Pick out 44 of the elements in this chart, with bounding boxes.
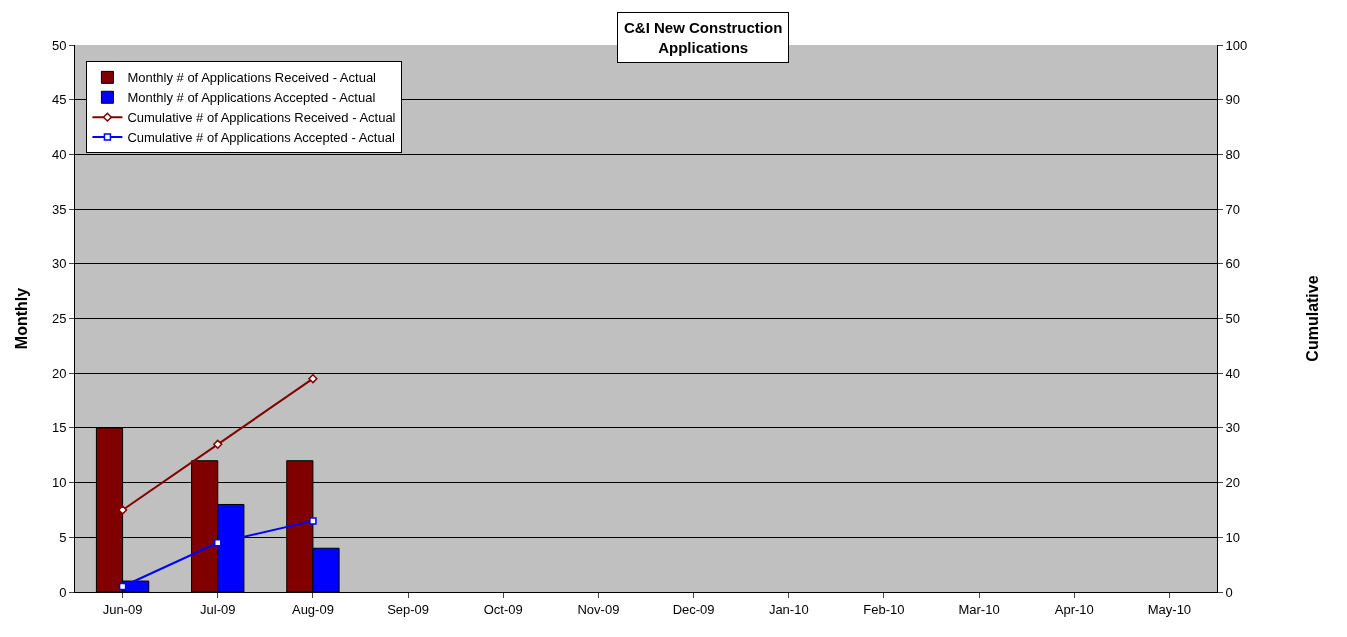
y2-tick-label: 0 [1225,584,1233,600]
point [309,517,317,525]
y-tick-label: 50 [51,37,67,53]
x-tick-label: Jan-10 [768,601,809,617]
y-tick-label: 5 [59,529,67,545]
x-tick-label: Feb-10 [863,601,905,617]
legend-label: Cumulative # of Applications Received - Actual [127,110,396,126]
point [213,439,223,449]
y-tick-label: 25 [51,311,67,327]
x-tick-label: Sep-09 [387,601,430,617]
x-tick-label: Jul-09 [200,601,236,617]
y2-tick-label: 30 [1225,420,1241,436]
y-tick-label: 10 [51,475,67,491]
y-tick-label: 30 [51,256,67,272]
x-tick-label: Jun-09 [102,601,143,617]
y-tick-label: 45 [51,92,67,108]
x-tick-label: Nov-09 [577,601,620,617]
y2-tick-label: 50 [1225,311,1241,327]
y2-tick-label: 10 [1225,529,1241,545]
y-tick-label: 0 [59,584,67,600]
point [308,374,318,384]
y2-tick-label: 70 [1225,201,1241,217]
x-tick-label: Oct-09 [483,601,523,617]
x-tick-label: Dec-09 [672,601,715,617]
y2-tick-label: 60 [1225,256,1241,272]
y2-tick-label: 40 [1225,365,1241,381]
legend-label: Cumulative # of Applications Accepted - Actual [127,130,395,146]
legend-label: Monthly # of Applications Received - Actual [127,70,377,86]
y2-axis-title: Cumulative [1304,275,1321,362]
chart-title: C&I New Construction Applications [624,19,783,56]
x-tick-label: Apr-10 [1054,601,1094,617]
y2-tick-label: 90 [1225,92,1241,108]
y-tick-label: 20 [51,365,67,381]
x-tick-label: Aug-09 [291,601,334,617]
y2-tick-label: 100 [1225,37,1248,53]
y-axis-title: Monthly [12,287,30,350]
y2-tick-label: 20 [1225,475,1241,491]
legend-label: Monthly # of Applications Accepted - Actual [127,90,376,106]
y-tick-label: 40 [51,146,67,162]
y-tick-label: 15 [51,420,67,436]
y-tick-label: 35 [51,201,67,217]
x-tick-label: May-10 [1147,601,1192,617]
x-tick-label: Mar-10 [958,601,1000,617]
y2-tick-label: 80 [1225,146,1241,162]
